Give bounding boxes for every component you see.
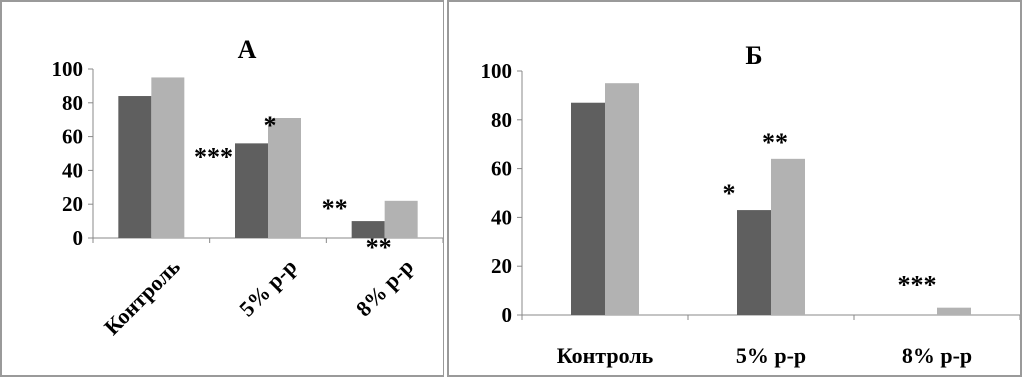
- chart-b-x-tick-label: 5% р-р: [736, 343, 806, 368]
- chart-b-significance-label: ***: [898, 271, 937, 300]
- chart-b-bar: [605, 83, 639, 315]
- chart-b-bar: [771, 158, 805, 315]
- chart-b-bar: [737, 210, 771, 315]
- chart-a-y-tick-label: 40: [62, 158, 83, 182]
- chart-b-x-tick-label: Контроль: [557, 343, 654, 368]
- chart-b-x-tick-label: 8% р-р: [902, 343, 972, 368]
- chart-b-title: Б: [745, 41, 762, 70]
- chart-a-x-tick-label: 8% р-р: [351, 254, 418, 321]
- chart-a-x-tick-label: 5% р-р: [234, 254, 301, 321]
- chart-b-y-tick-label: 80: [491, 108, 512, 132]
- chart-b-y-tick-label: 20: [491, 254, 512, 278]
- chart-b-bar: [937, 307, 971, 315]
- chart-b-significance-label: **: [762, 128, 788, 157]
- chart-panel-a: А 0 20 40 60 80 100 Контроль 5% р-р 8% р-р *** * **…: [0, 0, 445, 377]
- chart-b-y-tick-label: 40: [491, 205, 512, 229]
- chart-a-bar: [118, 96, 152, 238]
- chart-a-title: А: [238, 35, 257, 64]
- chart-a-bar: [235, 143, 268, 238]
- chart-a-bar: [268, 118, 301, 238]
- chart-a-significance-label: **: [322, 194, 348, 223]
- chart-a-y-tick-label: 60: [62, 125, 83, 149]
- chart-a-y-tick-label: 80: [62, 91, 83, 115]
- chart-a-significance-label: **: [366, 233, 392, 262]
- chart-b-bar: [571, 102, 605, 315]
- chart-b-y-tick-label: 60: [491, 157, 512, 181]
- chart-a-bar: [351, 221, 385, 238]
- chart-a-y-tick-label: 20: [62, 192, 83, 216]
- chart-a-bar: [384, 200, 418, 238]
- chart-a-bar: [151, 77, 185, 238]
- chart-b-significance-label: *: [723, 179, 736, 208]
- chart-a-significance-label: *: [264, 111, 277, 140]
- chart-b-y-tick-label: 100: [481, 59, 513, 83]
- chart-a-y-tick-label: 0: [73, 226, 84, 250]
- chart-b-y-tick-label: 0: [502, 303, 513, 327]
- chart-a-x-tick-label: Контроль: [99, 254, 185, 340]
- chart-a-significance-label: ***: [194, 142, 233, 171]
- chart-panel-b: Б 0 20 40 60 80 100 Контроль 5% р-р 8% р-р * ** ***: [447, 0, 1022, 377]
- chart-a-y-tick-label: 100: [52, 57, 84, 81]
